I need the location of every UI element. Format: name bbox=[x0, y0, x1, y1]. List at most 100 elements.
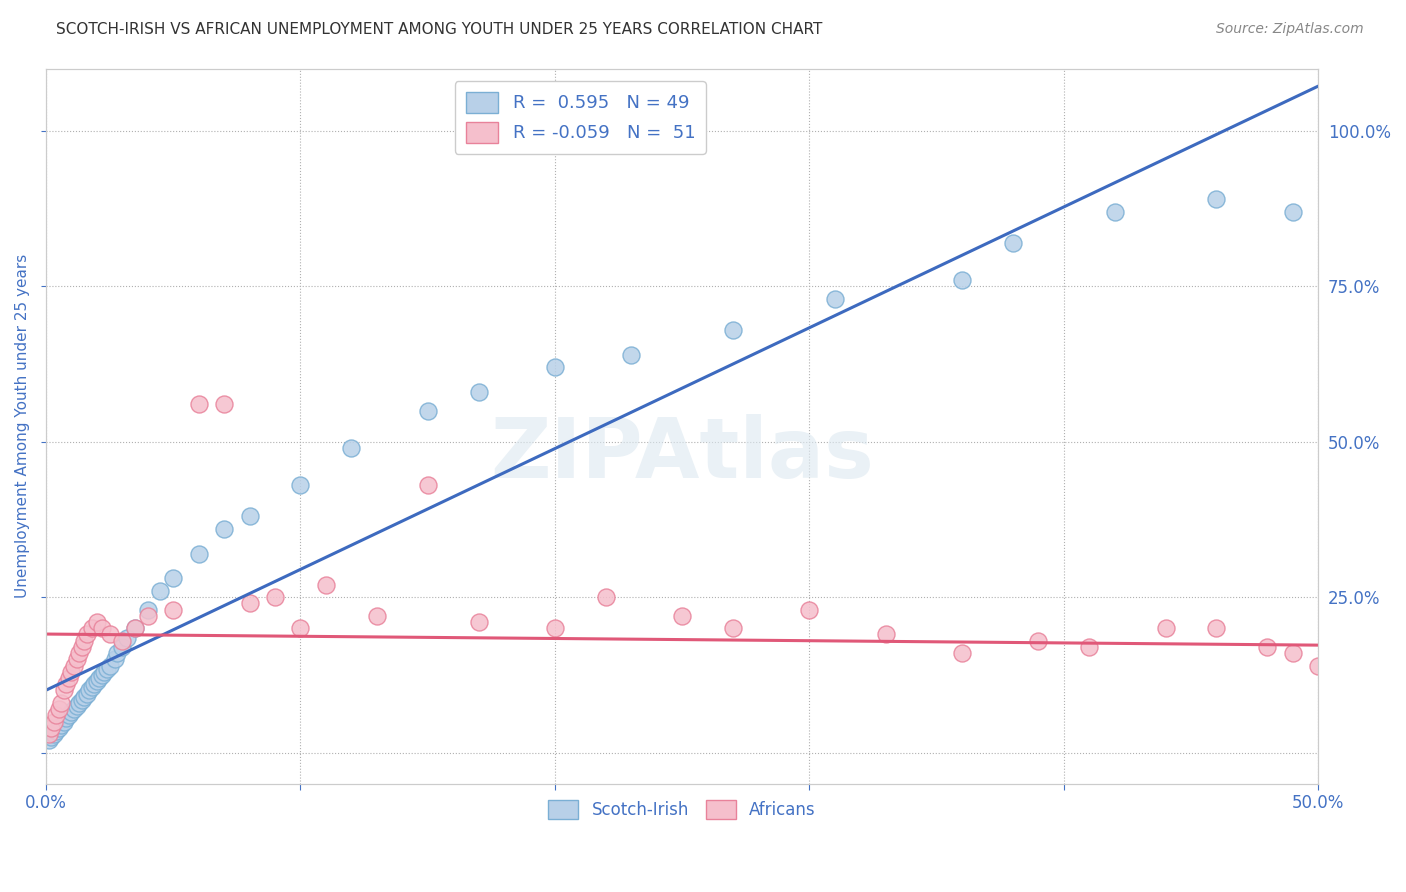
Point bbox=[117, 631, 139, 645]
Point bbox=[1308, 658, 1330, 673]
Point bbox=[149, 583, 172, 598]
Point bbox=[52, 714, 75, 729]
Point bbox=[544, 621, 567, 635]
Point bbox=[67, 696, 90, 710]
Point bbox=[48, 721, 70, 735]
Point bbox=[264, 590, 287, 604]
Point bbox=[162, 602, 184, 616]
Point bbox=[65, 698, 87, 713]
Point bbox=[416, 403, 439, 417]
Point bbox=[105, 646, 128, 660]
Point bbox=[70, 640, 93, 654]
Point bbox=[86, 674, 108, 689]
Point bbox=[45, 708, 67, 723]
Point bbox=[187, 547, 209, 561]
Point bbox=[721, 621, 744, 635]
Point bbox=[238, 509, 260, 524]
Point bbox=[111, 640, 134, 654]
Point bbox=[162, 572, 184, 586]
Point bbox=[671, 608, 693, 623]
Point bbox=[63, 658, 86, 673]
Point bbox=[340, 441, 363, 455]
Point bbox=[98, 658, 121, 673]
Point bbox=[366, 608, 388, 623]
Point bbox=[91, 621, 114, 635]
Point bbox=[136, 602, 159, 616]
Point bbox=[212, 522, 235, 536]
Point bbox=[104, 652, 127, 666]
Point bbox=[416, 478, 439, 492]
Point bbox=[55, 711, 77, 725]
Point bbox=[76, 627, 98, 641]
Point bbox=[1384, 702, 1406, 716]
Point bbox=[39, 721, 62, 735]
Point bbox=[45, 723, 67, 738]
Point bbox=[1078, 640, 1101, 654]
Point bbox=[67, 646, 90, 660]
Point bbox=[96, 662, 118, 676]
Point bbox=[77, 683, 100, 698]
Point bbox=[51, 717, 73, 731]
Point bbox=[111, 633, 134, 648]
Point bbox=[73, 690, 96, 704]
Point bbox=[42, 727, 65, 741]
Point bbox=[63, 702, 86, 716]
Text: SCOTCH-IRISH VS AFRICAN UNEMPLOYMENT AMONG YOUTH UNDER 25 YEARS CORRELATION CHAR: SCOTCH-IRISH VS AFRICAN UNEMPLOYMENT AMO… bbox=[56, 22, 823, 37]
Point bbox=[620, 348, 643, 362]
Point bbox=[950, 273, 973, 287]
Point bbox=[42, 714, 65, 729]
Point bbox=[98, 627, 121, 641]
Point bbox=[58, 708, 80, 723]
Point bbox=[136, 608, 159, 623]
Point bbox=[86, 615, 108, 629]
Point bbox=[91, 668, 114, 682]
Point bbox=[212, 397, 235, 411]
Point bbox=[39, 730, 62, 744]
Point bbox=[950, 646, 973, 660]
Point bbox=[38, 727, 60, 741]
Point bbox=[38, 733, 60, 747]
Y-axis label: Unemployment Among Youth under 25 years: Unemployment Among Youth under 25 years bbox=[15, 254, 30, 599]
Point bbox=[1104, 204, 1126, 219]
Point bbox=[73, 633, 96, 648]
Point bbox=[1358, 658, 1381, 673]
Point bbox=[124, 621, 146, 635]
Point bbox=[1154, 621, 1177, 635]
Point bbox=[315, 578, 337, 592]
Point bbox=[721, 323, 744, 337]
Point bbox=[467, 384, 489, 399]
Point bbox=[58, 671, 80, 685]
Point bbox=[124, 621, 146, 635]
Point bbox=[70, 693, 93, 707]
Point bbox=[187, 397, 209, 411]
Point bbox=[875, 627, 897, 641]
Text: ZIPAtlas: ZIPAtlas bbox=[491, 414, 875, 495]
Point bbox=[48, 702, 70, 716]
Point bbox=[290, 478, 312, 492]
Point bbox=[89, 671, 111, 685]
Point bbox=[1205, 192, 1227, 206]
Point bbox=[1256, 640, 1278, 654]
Point bbox=[467, 615, 489, 629]
Point bbox=[60, 705, 83, 719]
Point bbox=[290, 621, 312, 635]
Point bbox=[76, 687, 98, 701]
Point bbox=[799, 602, 821, 616]
Point bbox=[55, 677, 77, 691]
Point bbox=[595, 590, 617, 604]
Point bbox=[1028, 633, 1050, 648]
Point bbox=[80, 681, 103, 695]
Point bbox=[80, 621, 103, 635]
Point bbox=[51, 696, 73, 710]
Point bbox=[1282, 646, 1305, 660]
Point bbox=[1205, 621, 1227, 635]
Text: Source: ZipAtlas.com: Source: ZipAtlas.com bbox=[1216, 22, 1364, 37]
Point bbox=[83, 677, 105, 691]
Point bbox=[52, 683, 75, 698]
Point bbox=[1001, 235, 1024, 250]
Point bbox=[60, 665, 83, 679]
Legend: Scotch-Irish, Africans: Scotch-Irish, Africans bbox=[541, 793, 823, 825]
Point bbox=[93, 665, 115, 679]
Point bbox=[544, 359, 567, 374]
Point bbox=[824, 292, 846, 306]
